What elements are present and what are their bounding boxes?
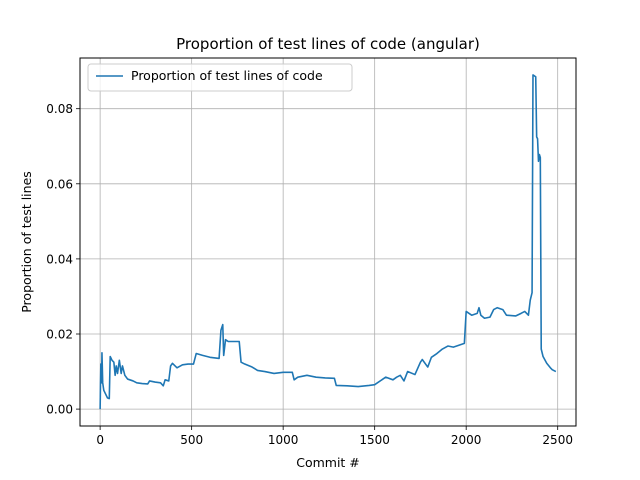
x-tick-label: 2500 [542,433,573,447]
x-tick-label: 1500 [359,433,390,447]
y-tick-label: 0.02 [46,328,73,342]
y-tick-label: 0.00 [46,403,73,417]
legend: Proportion of test lines of code [87,63,353,92]
y-tick-label: 0.06 [46,177,73,191]
ticks: 0 500 1000 1500 2000 2500 0.00 0.02 0.04 0.06 0.08 [46,102,573,447]
y-tick-label: 0.08 [46,102,73,116]
plot-series [99,74,557,410]
chart-title: Proportion of test lines of code (angula… [176,35,480,53]
y-tick-label: 0.04 [46,252,73,266]
series-line [99,74,557,410]
x-tick-label: 0 [96,433,104,447]
x-tick-label: 2000 [451,433,482,447]
grid [80,58,576,426]
plot-frame [79,57,577,427]
x-tick-label: 1000 [268,433,299,447]
y-axis-label: Proportion of test lines [19,171,34,313]
x-tick-label: 500 [180,433,203,447]
legend-label: Proportion of test lines of code [131,68,323,83]
legend-box [87,63,353,92]
x-axis-label: Commit # [296,455,360,470]
